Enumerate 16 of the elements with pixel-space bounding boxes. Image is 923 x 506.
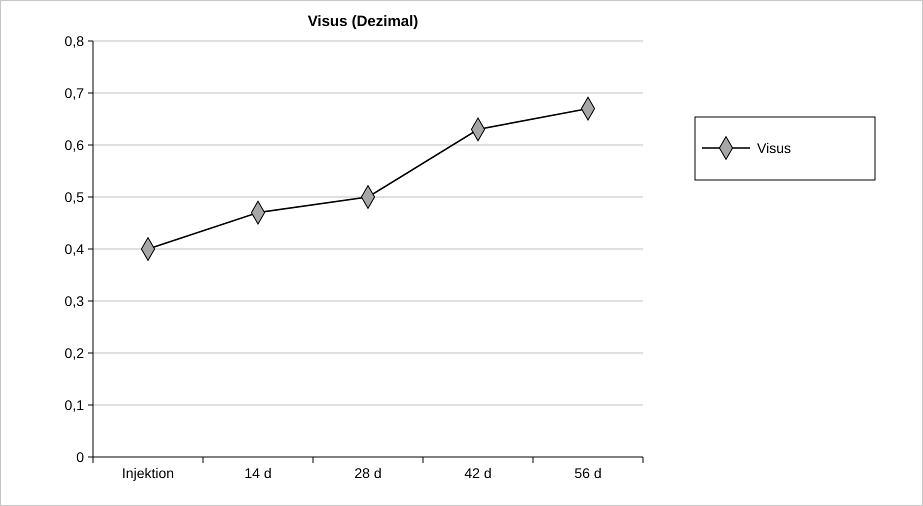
x-tick-label: 42 d	[464, 465, 492, 481]
x-tick-label: Injektion	[122, 465, 174, 481]
y-tick-label: 0,5	[64, 188, 84, 205]
legend-label: Visus	[757, 140, 791, 156]
y-tick-label: 0,7	[64, 84, 84, 101]
y-tick-label: 0,8	[64, 32, 84, 49]
y-tick-label: 0	[76, 448, 84, 465]
y-tick-label: 0,6	[64, 136, 84, 153]
chart-title: Visus (Dezimal)	[308, 13, 418, 30]
x-tick-label: 14 d	[244, 465, 272, 481]
y-tick-label: 0,2	[64, 344, 84, 361]
y-tick-label: 0,4	[64, 240, 84, 257]
x-tick-label: 28 d	[354, 465, 382, 481]
y-tick-label: 0,1	[64, 396, 84, 413]
y-tick-label: 0,3	[64, 292, 84, 309]
x-tick-label: 56 d	[574, 465, 602, 481]
